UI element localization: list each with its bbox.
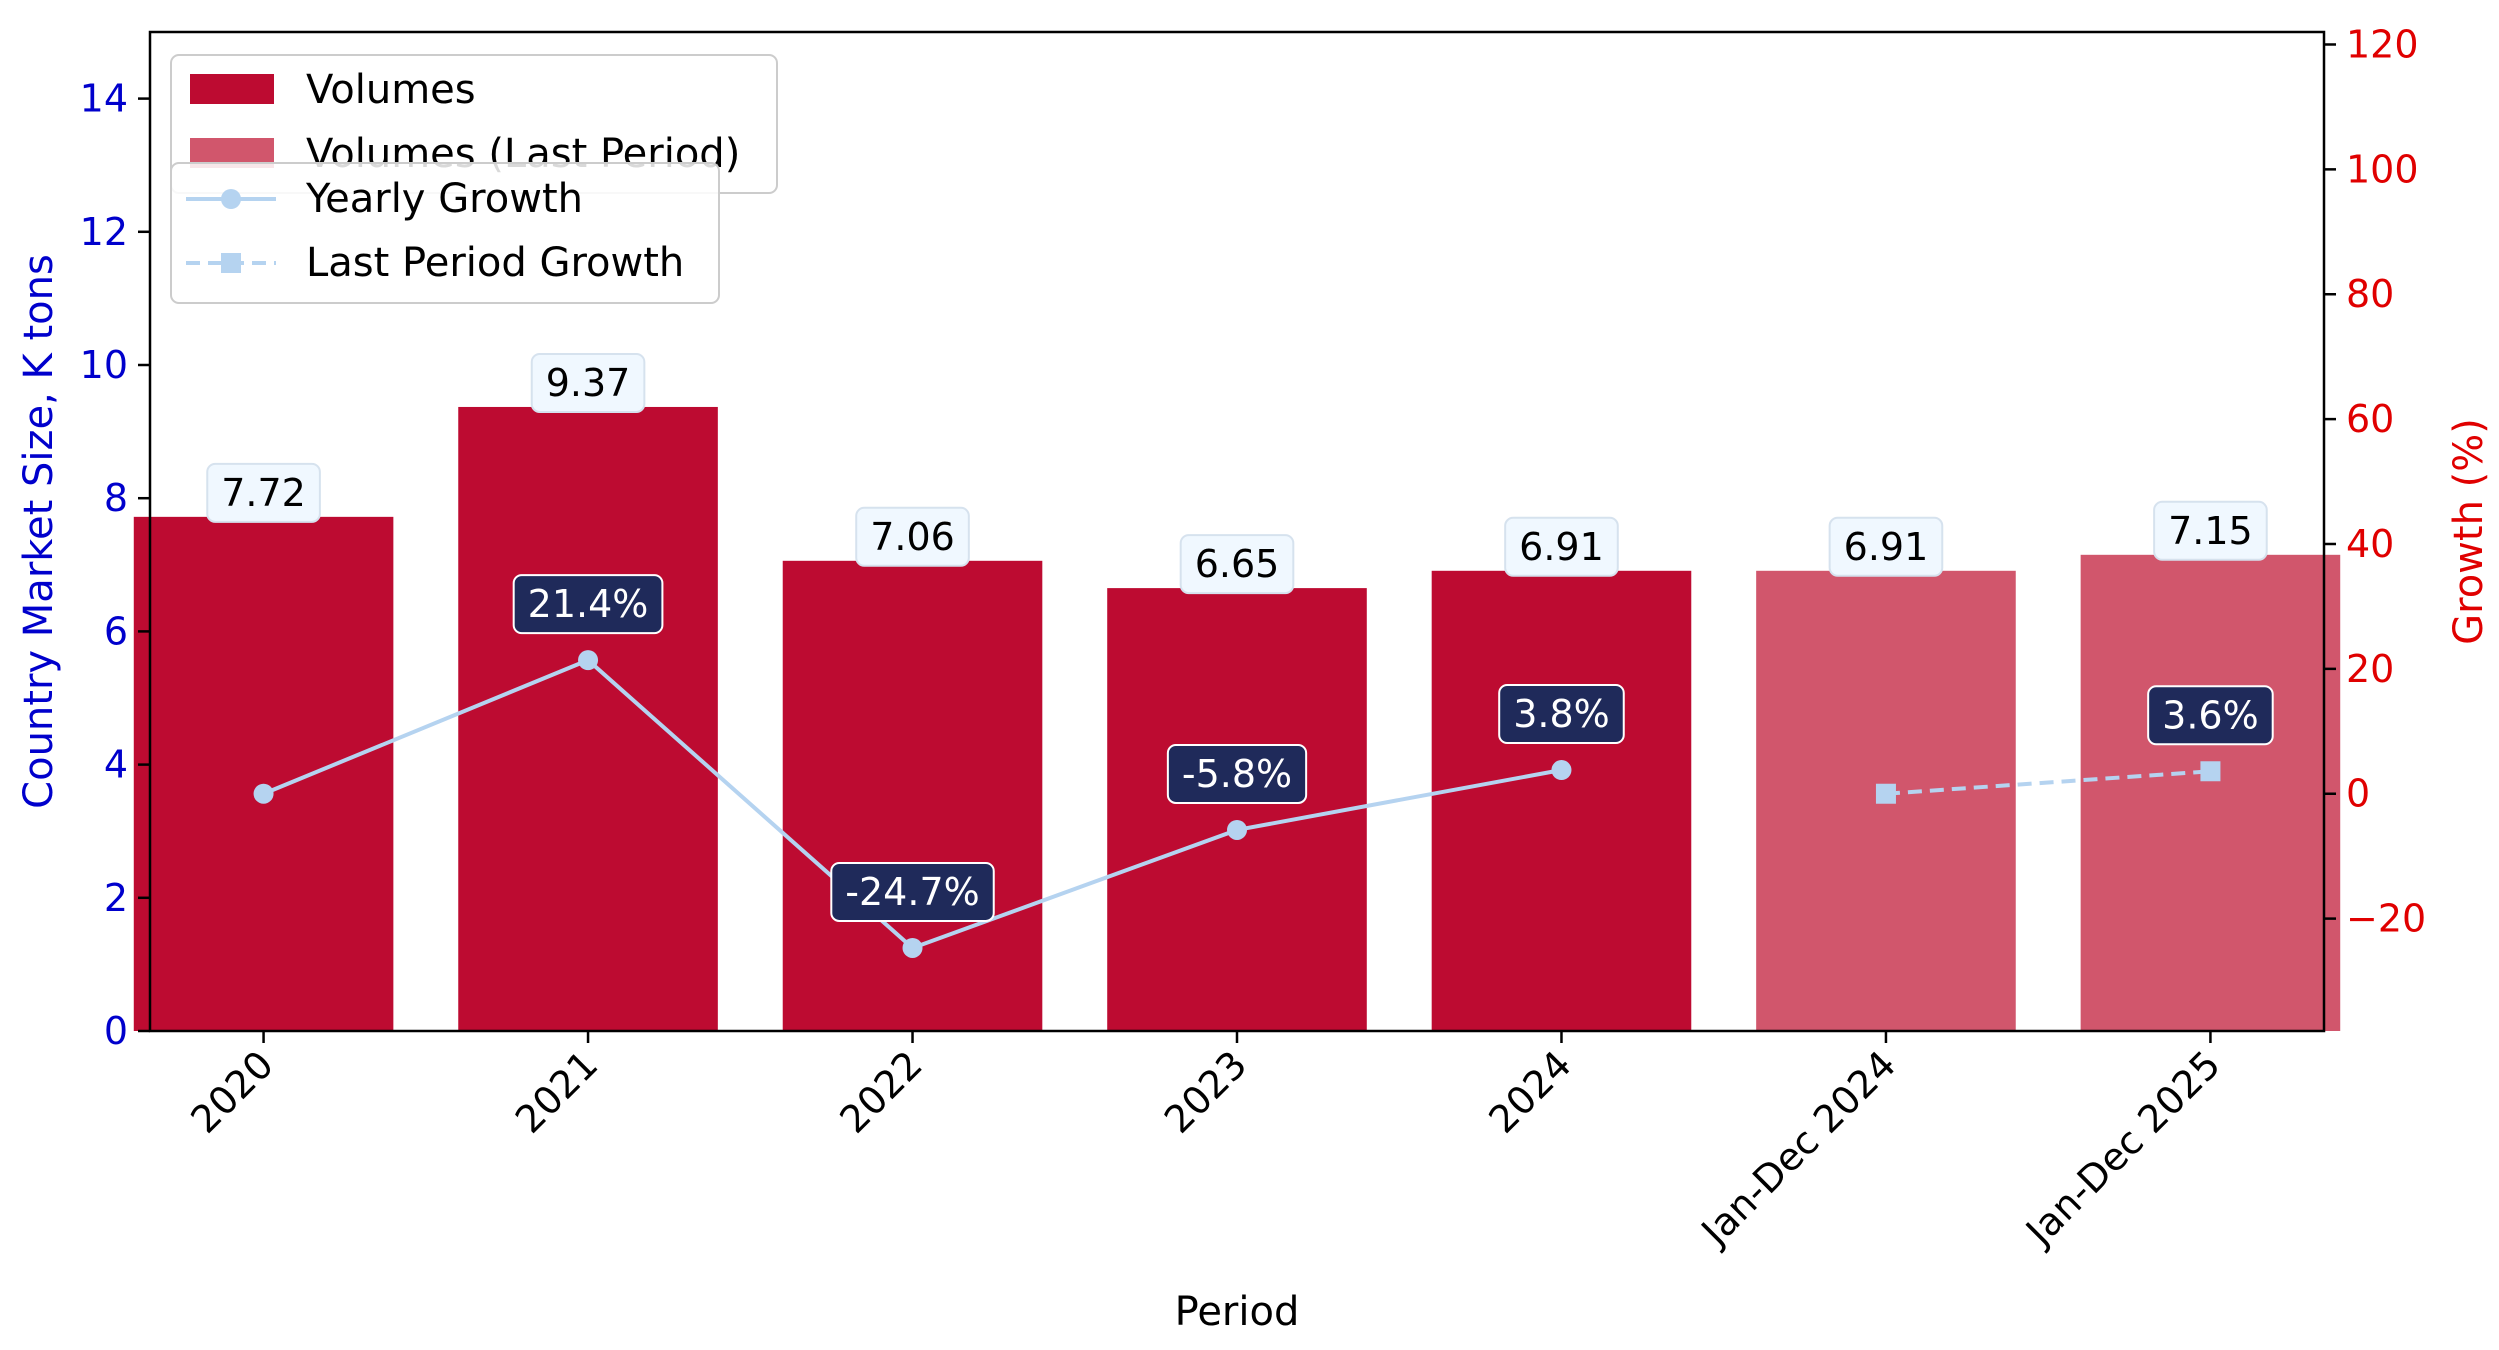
- bar-value-label-0: 7.72: [221, 471, 306, 515]
- right-tick-label-1: 0: [2346, 772, 2370, 816]
- bar-value-label-3: 6.65: [1195, 542, 1280, 586]
- bar-volume-1: [458, 406, 718, 1031]
- right-tick-label-5: 80: [2346, 272, 2394, 316]
- legend-line-label-0: Yearly Growth: [305, 176, 583, 222]
- growth-value-label-2: -24.7%: [845, 870, 979, 914]
- bar-value-label-6: 7.15: [2168, 509, 2253, 553]
- bar-value-label-4: 6.91: [1519, 525, 1604, 569]
- last-period-growth-point-1: [2200, 761, 2221, 782]
- legend-lines-frame: [170, 162, 720, 304]
- left-tick-label-7: 14: [80, 77, 128, 121]
- left-tick-label-5: 10: [80, 343, 128, 387]
- growth-lines-layer: [253, 650, 2221, 958]
- growth-value-label-4-box: [1498, 684, 1625, 745]
- left-tick-label-0: 0: [104, 1009, 128, 1053]
- right-y-axis-title: Growth (%): [2446, 418, 2492, 645]
- bar-volume-3: [1107, 588, 1367, 1031]
- growth-value-label-6: 3.6%: [2162, 693, 2259, 737]
- right-tick-label-6: 100: [2346, 147, 2419, 191]
- right-y-axis: −20 0 20 40 60 80 100 120: [2324, 22, 2426, 941]
- bar-value-label-0-box: [206, 462, 321, 523]
- growth-value-label-1: 21.4%: [528, 582, 649, 626]
- yearly-growth-point-3: [1227, 819, 1247, 840]
- bar-value-label-3-box: [1179, 534, 1295, 595]
- legend-line-label-1: Last Period Growth: [306, 240, 684, 286]
- legend-label-0: Volumes: [306, 67, 476, 113]
- right-tick-label-0: −20: [2346, 897, 2426, 941]
- right-tick-label-2: 20: [2346, 647, 2394, 691]
- left-y-axis: 0 2 4 6 8 10 12 14: [80, 77, 150, 1053]
- legend-lines: Yearly Growth Last Period Growth: [170, 162, 720, 304]
- data-labels-layer: 7.72 9.37 7.06 6.65 6.91 6.91 7.15 21.4% -24.7% -…: [206, 352, 2274, 922]
- bar-value-label-1: 9.37: [546, 361, 631, 405]
- right-tick-label-4: 60: [2346, 397, 2394, 441]
- x-axis: 2020 2021 2022 2023 2024 Jan-Dec 2024 Jan-Dec …: [182, 1031, 2229, 1255]
- x-tick-label-5: Jan-Dec 2024: [1692, 1042, 1905, 1255]
- bar-volume-2: [782, 560, 1043, 1031]
- bar-volume-4: [1431, 570, 1692, 1031]
- legend-swatch-0: [190, 74, 274, 104]
- x-tick-label-4: 2024: [1480, 1042, 1580, 1142]
- left-y-axis-title: Country Market Size, K tons: [16, 254, 62, 809]
- bar-value-label-2: 7.06: [870, 515, 955, 559]
- left-tick-label-2: 4: [104, 743, 128, 787]
- x-tick-label-0: 2020: [182, 1042, 282, 1142]
- growth-value-label-1-box: [512, 574, 664, 635]
- yearly-growth-point-1: [578, 650, 599, 671]
- right-tick-label-3: 40: [2346, 522, 2394, 566]
- bar-value-label-2-box: [855, 506, 970, 567]
- right-tick-label-7: 120: [2346, 22, 2419, 66]
- legend-marker-1: [221, 253, 241, 273]
- bars-layer: [133, 406, 2341, 1031]
- yearly-growth-point-2: [902, 937, 923, 958]
- x-axis-title: Period: [1175, 1289, 1300, 1335]
- x-tick-label-3: 2023: [1156, 1042, 1256, 1142]
- x-tick-label-2: 2022: [831, 1042, 931, 1142]
- x-tick-label-6: Jan-Dec 2025: [2016, 1042, 2229, 1255]
- growth-value-label-3: -5.8%: [1182, 752, 1292, 796]
- bar-value-label-4-box: [1504, 516, 1619, 577]
- left-tick-label-4: 8: [104, 476, 128, 520]
- bar-value-label-5-box: [1828, 516, 1944, 577]
- legend-marker-0: [221, 189, 241, 209]
- bar-value-label-5: 6.91: [1844, 525, 1929, 569]
- bar-volume-0: [133, 516, 394, 1031]
- left-tick-label-1: 2: [104, 876, 128, 920]
- growth-value-label-4: 3.8%: [1513, 692, 1610, 736]
- bar-value-label-6-box: [2153, 500, 2268, 561]
- last-period-growth-line: [1885, 769, 2211, 796]
- bar-value-label-1-box: [530, 352, 646, 413]
- yearly-growth-point-4: [1551, 760, 1572, 781]
- left-tick-label-6: 12: [80, 210, 128, 254]
- growth-value-label-2-box: [830, 861, 995, 922]
- x-tick-label-1: 2021: [507, 1042, 607, 1142]
- growth-value-label-3-box: [1166, 743, 1308, 804]
- bar-last-period-6: [2080, 554, 2341, 1031]
- yearly-growth-point-0: [253, 783, 274, 804]
- last-period-growth-point-0: [1875, 783, 1896, 804]
- left-tick-label-3: 6: [104, 609, 128, 653]
- growth-value-label-6-box: [2147, 685, 2274, 746]
